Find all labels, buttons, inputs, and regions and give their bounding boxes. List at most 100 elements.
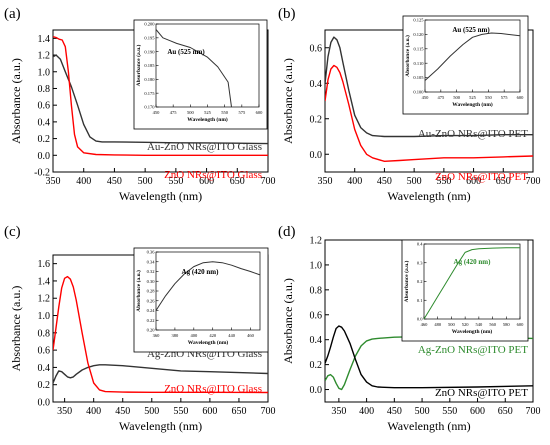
inset-x-tick-label: 550	[221, 110, 229, 115]
series-label: ZnO NRs@ITO Glass	[164, 383, 262, 395]
y-tick-label: 0.4	[38, 363, 51, 374]
inset-x-tick-label: 480	[434, 322, 442, 327]
inset-x-axis-label: Wavelength (nm)	[452, 328, 493, 335]
inset-x-tick-label: 460	[421, 322, 429, 327]
series-line	[53, 364, 268, 384]
inset-series-line	[155, 261, 261, 311]
inset-y-tick-label: 0.110	[414, 61, 425, 66]
series-label: Au-ZnO NRs@ITO Glass	[147, 141, 262, 153]
inset-y-tick-label: 0.3	[417, 260, 423, 265]
inset-x-tick-label: 380	[172, 333, 180, 338]
panel-label: (d)	[278, 224, 296, 240]
y-tick-label: 0.6	[38, 346, 51, 357]
x-tick-label: 650	[231, 406, 246, 417]
y-tick-label: 0.4	[310, 335, 323, 346]
panel-label: (a)	[4, 6, 21, 22]
inset-y-tick-label: 0.2	[417, 279, 423, 284]
y-tick-label: 0.2	[38, 134, 51, 145]
y-axis-label: Absorbance (a.u.)	[281, 58, 295, 144]
y-tick-label: 1.6	[38, 259, 51, 270]
inset-annotation: Ag (420 nm)	[454, 258, 492, 266]
y-tick-label: 0.2	[310, 114, 323, 125]
inset-series-line	[155, 29, 232, 108]
inset-x-tick-label: 600	[256, 110, 264, 115]
x-tick-label: 400	[347, 176, 362, 187]
x-tick-label: 550	[168, 176, 183, 187]
chart-panel: (a) 350 400 450 500 550 600 650 700 -0.2 0.0 0.2 0.4…	[4, 6, 276, 203]
inset-y-tick-label: 0.185	[144, 63, 155, 68]
x-tick-label: 450	[115, 406, 130, 417]
x-tick-label: 550	[173, 406, 188, 417]
x-tick-label: 350	[57, 406, 72, 417]
inset-x-tick-label: 525	[469, 95, 477, 100]
x-tick-label: 350	[46, 176, 61, 187]
series-line	[53, 36, 268, 157]
inset-y-tick-label: 0.26	[147, 298, 156, 303]
series-line	[325, 64, 533, 163]
inset-y-tick-label: 0.180	[144, 77, 155, 82]
x-tick-label: 500	[138, 176, 153, 187]
inset-y-tick-label: 0.125	[413, 18, 424, 23]
x-tick-label: 400	[86, 406, 101, 417]
y-tick-label: 1.4	[38, 276, 51, 287]
y-tick-label: 0.4	[38, 117, 51, 128]
inset-x-tick-label: 575	[238, 110, 246, 115]
series-line	[325, 36, 533, 138]
y-tick-label: 1.2	[310, 236, 323, 247]
y-tick-label: 0.4	[310, 79, 323, 90]
y-tick-label: 1.2	[38, 51, 51, 62]
x-tick-label: 600	[199, 176, 214, 187]
x-tick-label: 500	[144, 406, 159, 417]
inset-x-tick-label: 500	[453, 95, 461, 100]
inset-x-tick-label: 580	[503, 322, 511, 327]
inset-x-tick-label: 550	[485, 95, 493, 100]
series-line	[53, 54, 268, 145]
inset-x-axis-label: Wavelength (nm)	[187, 116, 228, 123]
inset-x-tick-label: 475	[437, 95, 445, 100]
y-tick-label: 0.2	[38, 380, 51, 391]
inset-y-tick-label: 0.30	[147, 279, 156, 284]
series-label: ZnO NRs@ITO PET	[435, 387, 528, 399]
inset-y-tick-label: 0.20	[147, 328, 156, 333]
inset-annotation: Au (525 nm)	[167, 48, 205, 56]
inset-y-tick-label: 0.34	[147, 259, 156, 264]
y-tick-label: 0.8	[38, 84, 51, 95]
inset-y-tick-label: 0.190	[144, 49, 155, 54]
x-tick-label: 550	[442, 406, 457, 417]
x-tick-label: 450	[377, 176, 392, 187]
y-tick-label: 1.2	[38, 294, 51, 305]
inset-x-tick-label: 520	[462, 322, 470, 327]
y-tick-label: 0.0	[310, 150, 323, 161]
inset-x-tick-label: 575	[501, 95, 509, 100]
y-tick-label: 0.0	[38, 151, 51, 162]
inset-x-tick-label: 500	[448, 322, 456, 327]
inset-y-tick-label: 0.0	[417, 317, 423, 322]
inset-x-axis-label: Wavelength (nm)	[188, 339, 229, 346]
y-tick-label: 1.4	[38, 34, 51, 45]
y-axis-label: Absorbance (a.u.)	[9, 58, 23, 144]
inset-x-tick-label: 400	[190, 333, 198, 338]
x-tick-label: 400	[76, 176, 91, 187]
y-tick-label: 1.0	[38, 67, 51, 78]
inset-y-axis-label: Absorbance (a.u.)	[404, 35, 411, 77]
inset-x-tick-label: 600	[517, 95, 525, 100]
x-axis-label: Wavelength (nm)	[387, 189, 470, 203]
y-tick-label: 0.0	[310, 385, 323, 396]
y-tick-label: 1.0	[38, 311, 51, 322]
inset-y-tick-label: 0.32	[147, 269, 155, 274]
inset-y-tick-label: 0.28	[147, 289, 156, 294]
x-tick-label: 700	[261, 176, 276, 187]
x-tick-label: 700	[526, 406, 541, 417]
inset-y-tick-label: 0.1	[417, 298, 423, 303]
y-tick-label: 0.6	[310, 310, 323, 321]
inset-y-tick-label: 0.200	[144, 22, 155, 27]
x-tick-label: 600	[202, 406, 217, 417]
series-line	[53, 275, 268, 394]
x-tick-label: 700	[261, 406, 276, 417]
series-label: ZnO NRs@ITO PET	[435, 171, 528, 183]
y-tick-label: 0.8	[38, 328, 51, 339]
x-tick-label: 500	[415, 406, 430, 417]
x-tick-label: 400	[359, 406, 374, 417]
x-tick-label: 700	[526, 176, 541, 187]
